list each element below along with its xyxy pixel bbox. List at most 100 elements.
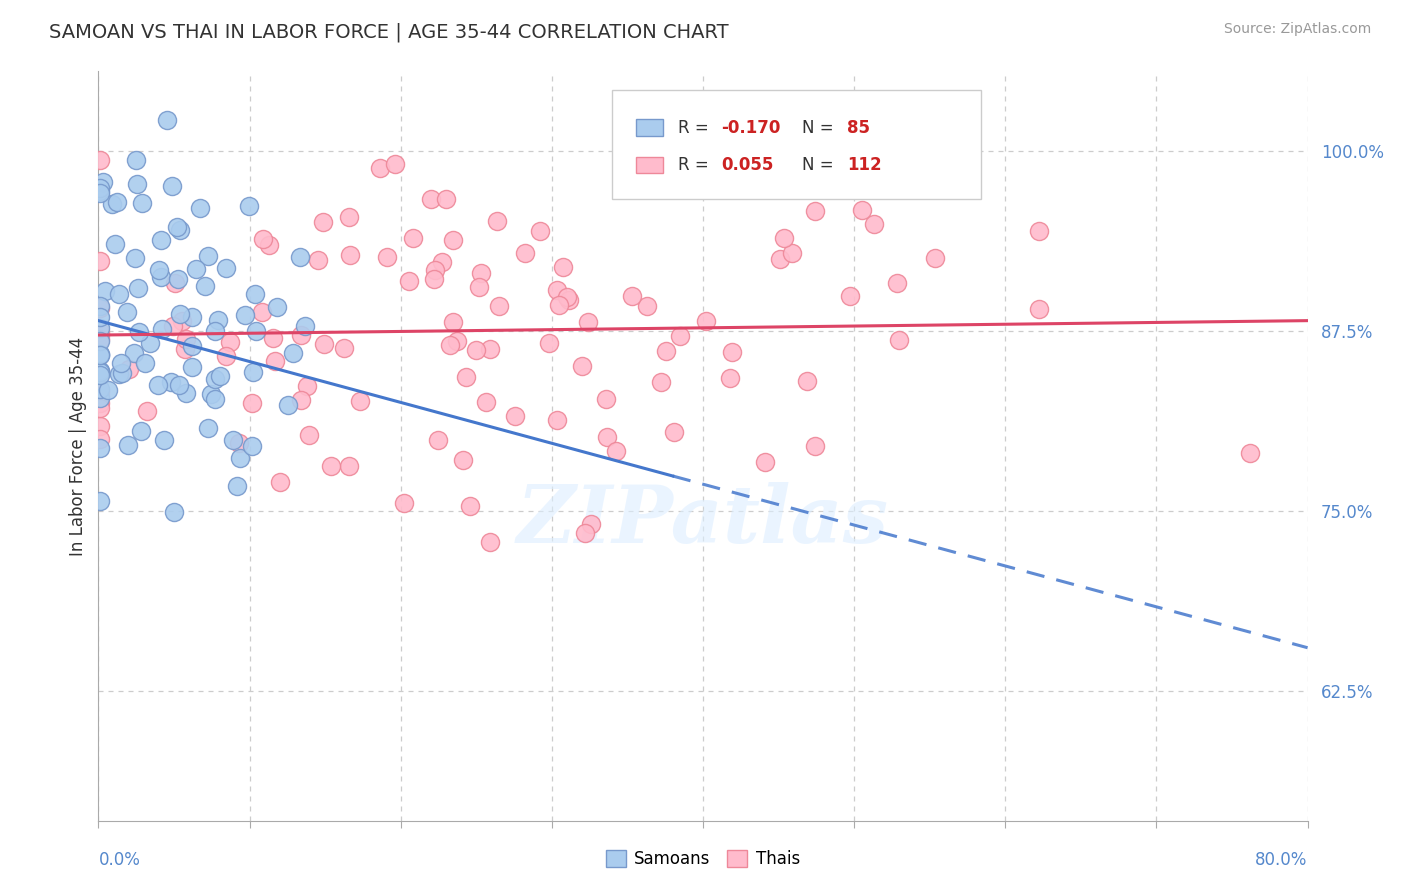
Point bbox=[605, 444, 627, 458]
Point bbox=[454, 370, 477, 384]
Point bbox=[228, 436, 250, 450]
Text: R =: R = bbox=[678, 156, 714, 174]
Point bbox=[529, 224, 551, 238]
Point bbox=[91, 175, 114, 189]
Point bbox=[173, 342, 195, 356]
Point bbox=[307, 252, 329, 267]
Point bbox=[375, 250, 398, 264]
Point bbox=[581, 517, 603, 532]
Point bbox=[780, 245, 803, 260]
Point bbox=[150, 321, 173, 335]
Point bbox=[889, 333, 911, 347]
Point bbox=[479, 535, 502, 549]
Point bbox=[754, 455, 776, 469]
Point bbox=[368, 161, 391, 175]
Point bbox=[149, 270, 172, 285]
Point bbox=[89, 334, 111, 348]
Point bbox=[125, 177, 148, 191]
Point bbox=[269, 475, 291, 489]
Text: -0.170: -0.170 bbox=[721, 119, 780, 136]
Y-axis label: In Labor Force | Age 35-44: In Labor Force | Age 35-44 bbox=[69, 336, 87, 556]
Point bbox=[394, 496, 416, 510]
Point bbox=[115, 305, 138, 319]
Point bbox=[89, 348, 111, 362]
Point bbox=[446, 334, 468, 349]
Point bbox=[89, 384, 111, 399]
Point bbox=[188, 201, 211, 215]
Point bbox=[89, 389, 111, 403]
Point bbox=[163, 506, 186, 520]
Point bbox=[167, 377, 190, 392]
Point bbox=[863, 218, 886, 232]
Point bbox=[204, 371, 226, 385]
Point bbox=[398, 274, 420, 288]
Point bbox=[127, 281, 149, 295]
Point bbox=[314, 336, 336, 351]
Point bbox=[290, 250, 312, 264]
Point bbox=[721, 345, 744, 359]
Point bbox=[226, 479, 249, 493]
Point bbox=[333, 341, 356, 355]
Point bbox=[662, 425, 685, 440]
Point bbox=[124, 251, 146, 265]
Point bbox=[89, 418, 111, 433]
Point bbox=[89, 364, 111, 378]
Point bbox=[134, 356, 156, 370]
Point bbox=[485, 214, 508, 228]
Point bbox=[222, 433, 245, 447]
Point bbox=[160, 178, 183, 193]
Point bbox=[242, 365, 264, 379]
Point bbox=[337, 210, 360, 224]
Point bbox=[695, 314, 717, 328]
Point bbox=[513, 246, 536, 260]
Point bbox=[277, 398, 299, 412]
Point bbox=[432, 255, 454, 269]
Point bbox=[89, 433, 111, 447]
Point bbox=[108, 367, 131, 381]
Point bbox=[718, 370, 741, 384]
Point bbox=[427, 434, 450, 448]
Point bbox=[166, 272, 188, 286]
FancyBboxPatch shape bbox=[613, 90, 981, 199]
Point bbox=[1028, 224, 1050, 238]
Point bbox=[197, 249, 219, 263]
Point bbox=[257, 238, 280, 252]
Point bbox=[233, 308, 256, 322]
Point bbox=[283, 345, 305, 359]
Point bbox=[240, 395, 263, 409]
Point bbox=[423, 263, 446, 277]
Point bbox=[122, 345, 145, 359]
Point bbox=[558, 293, 581, 307]
Point bbox=[434, 192, 457, 206]
Point bbox=[204, 392, 226, 406]
Point bbox=[451, 452, 474, 467]
Point bbox=[420, 192, 443, 206]
Point bbox=[245, 324, 267, 338]
Point bbox=[384, 157, 406, 171]
Point bbox=[349, 393, 371, 408]
Point bbox=[89, 325, 111, 339]
Point bbox=[402, 231, 425, 245]
Point bbox=[250, 305, 273, 319]
Point bbox=[148, 377, 170, 392]
Point bbox=[669, 329, 692, 343]
Point bbox=[152, 434, 174, 448]
Point bbox=[169, 223, 191, 237]
Point bbox=[89, 186, 111, 200]
Point bbox=[110, 356, 132, 370]
Point bbox=[89, 299, 111, 313]
Text: ZIPatlas: ZIPatlas bbox=[517, 483, 889, 559]
Point bbox=[105, 195, 128, 210]
Point bbox=[319, 459, 342, 474]
Point bbox=[89, 153, 111, 167]
Point bbox=[441, 233, 464, 247]
Point bbox=[131, 195, 153, 210]
Text: SAMOAN VS THAI IN LABOR FORCE | AGE 35-44 CORRELATION CHART: SAMOAN VS THAI IN LABOR FORCE | AGE 35-4… bbox=[49, 22, 728, 42]
Point bbox=[650, 375, 672, 389]
Point bbox=[464, 343, 486, 357]
Text: 0.0%: 0.0% bbox=[98, 851, 141, 869]
Point bbox=[851, 202, 873, 217]
Point bbox=[886, 277, 908, 291]
Point bbox=[312, 215, 335, 229]
Point bbox=[548, 298, 571, 312]
